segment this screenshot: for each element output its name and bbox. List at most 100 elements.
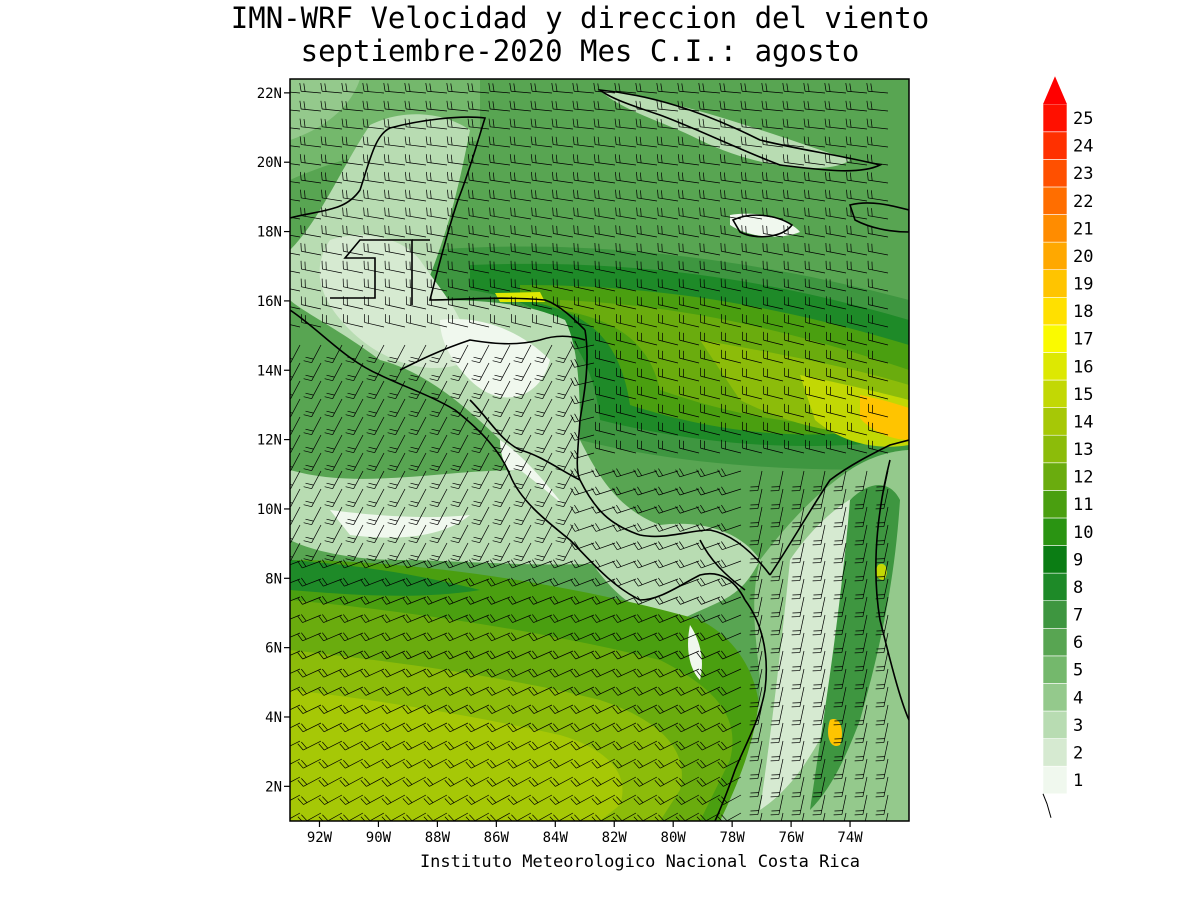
wind-barb [362, 136, 385, 148]
wind-barb [633, 486, 658, 496]
wind-barb [679, 421, 700, 436]
wind-barb [425, 83, 448, 94]
lon-tick-label: 80W [661, 830, 687, 846]
wind-barb [698, 136, 721, 148]
wind-barb [854, 758, 868, 780]
wind-barb [528, 812, 553, 821]
wind-barb [402, 632, 427, 642]
wind-barb [612, 486, 637, 496]
wind-barb [658, 314, 679, 328]
wind-barb [633, 468, 658, 478]
wind-barb [824, 100, 847, 112]
wind-barb [345, 488, 364, 508]
pacific-coast-ca [290, 309, 746, 601]
wind-barb [528, 650, 553, 660]
wind-barb [675, 722, 700, 733]
wind-barb [507, 668, 532, 678]
wind-barb [675, 704, 700, 714]
wind-barb [656, 118, 679, 130]
wind-barb [297, 595, 322, 605]
wind-barb [591, 758, 616, 769]
wind-barb [492, 524, 511, 544]
wind-barb [450, 344, 469, 364]
wind-barb [471, 344, 490, 364]
wind-barb [446, 118, 469, 130]
wind-barb [300, 260, 322, 274]
wind-barb [721, 439, 742, 454]
wind-barb [509, 100, 532, 112]
wind-barb [290, 722, 301, 729]
wind-barb [717, 486, 742, 496]
wind-barb [717, 541, 742, 551]
wind-barb [383, 154, 406, 166]
wind-barb [654, 704, 679, 714]
wind-barb [824, 118, 847, 130]
wind-barb [488, 136, 511, 148]
wind-barb [471, 524, 490, 544]
wind-barb [846, 296, 868, 310]
wind-barb [364, 314, 385, 328]
wind-barb [510, 189, 532, 202]
wind-barb [612, 650, 637, 660]
wind-barb [486, 668, 511, 678]
wind-barb [339, 577, 364, 587]
wind-barb [696, 468, 721, 478]
wind-barb [770, 506, 784, 528]
wind-barb [402, 559, 427, 569]
wind-barb [696, 776, 721, 787]
wind-barb [486, 614, 511, 623]
wind-barb [749, 632, 763, 654]
wind-barb [423, 704, 448, 714]
wind-barb [698, 100, 721, 112]
wind-barb [595, 403, 616, 418]
wind-barb [363, 207, 385, 220]
wind-barb [654, 722, 679, 733]
wind-barb [654, 541, 679, 551]
wind-barb [846, 260, 868, 274]
colorbar-swatch [1042, 131, 1068, 160]
wind-barb [749, 650, 763, 672]
wind-barb [875, 776, 889, 798]
wind-barb [784, 331, 805, 346]
wind-barb [570, 413, 595, 423]
wind-barb [402, 812, 427, 821]
hispaniola-coast [848, 202, 909, 233]
wind-barb [363, 189, 385, 202]
wind-barb [696, 486, 721, 496]
colorbar-swatch [1042, 434, 1068, 464]
lon-tick-label: 78W [719, 830, 745, 846]
wind-barb [290, 758, 301, 765]
wind-barb [812, 578, 826, 600]
wind-barb [637, 331, 658, 346]
wind-barb [489, 189, 511, 202]
wind-barb [363, 260, 385, 274]
wind-barb [854, 506, 868, 528]
wind-barb [654, 559, 679, 569]
wind-barb [696, 758, 721, 769]
wind-barb [614, 118, 637, 130]
wind-barb [387, 416, 406, 436]
wind-barb [791, 560, 805, 582]
wind-barb [555, 524, 574, 544]
wind-barb [675, 812, 700, 821]
wind-barb [677, 154, 700, 166]
wind-barb [324, 362, 343, 382]
wind-barb [826, 349, 847, 364]
wind-barb [595, 367, 616, 382]
coastlines [290, 88, 909, 821]
wind-barb [555, 416, 574, 436]
wind-barb [513, 362, 532, 382]
wind-barb [341, 154, 364, 166]
wind-barb [635, 154, 658, 166]
wind-barb [318, 776, 343, 787]
wind-barb [833, 794, 847, 816]
wind-barb [594, 207, 616, 220]
wind-barb [320, 154, 343, 166]
wind-barb [740, 83, 763, 94]
wind-barb [381, 776, 406, 787]
wind-barb [423, 632, 448, 642]
wind-barb [833, 614, 847, 636]
wind-barb [742, 439, 763, 454]
wind-barb [594, 189, 616, 202]
wind-barb [322, 314, 343, 328]
